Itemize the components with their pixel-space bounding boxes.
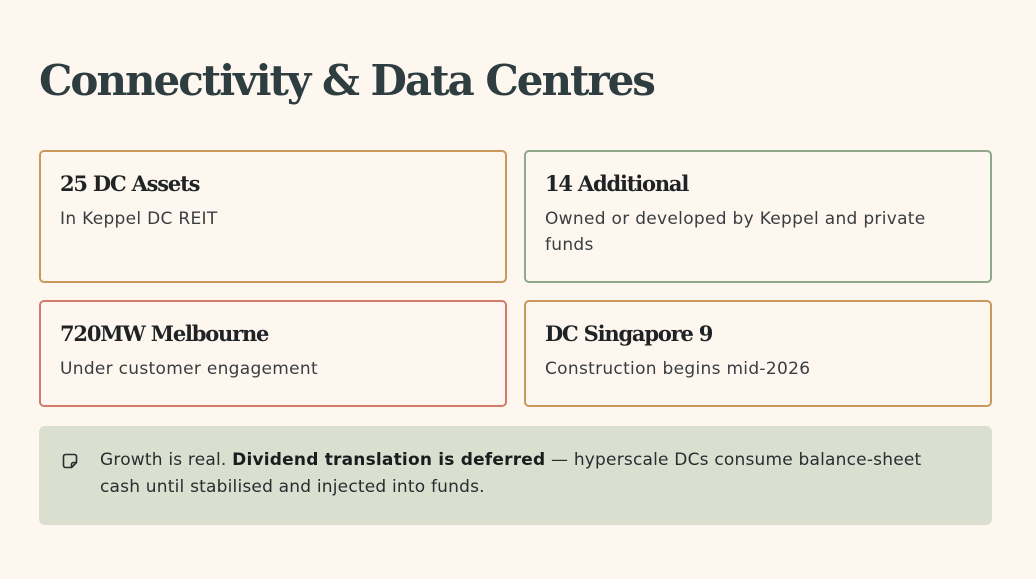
- stat-card-title: 720MW Melbourne: [60, 321, 269, 346]
- stat-card-singapore: DC Singapore 9 Construction begins mid-2…: [524, 300, 992, 407]
- stat-card-title: 14 Additional: [545, 171, 689, 196]
- page-title: Connectivity & Data Centres: [39, 56, 656, 105]
- stat-card-description: Construction begins mid-2026: [545, 359, 811, 379]
- stat-card-title: 25 DC Assets: [60, 171, 200, 196]
- note-emphasis: Dividend translation is deferred: [232, 450, 546, 470]
- stat-card-description: Under customer engagement: [60, 359, 318, 379]
- stat-card-title: DC Singapore 9: [545, 321, 713, 346]
- note-callout: Growth is real. Dividend translation is …: [39, 426, 992, 525]
- note-rest: — hyperscale DCs consume balance-sheet c…: [100, 450, 922, 497]
- stat-card-dc-assets: 25 DC Assets In Keppel DC REIT: [39, 150, 507, 283]
- stat-card-description: Owned or developed by Keppel and private…: [545, 209, 926, 255]
- stat-card-description: In Keppel DC REIT: [60, 209, 218, 229]
- note-icon: [62, 453, 78, 469]
- note-lead: Growth is real.: [100, 450, 227, 470]
- stat-card-additional: 14 Additional Owned or developed by Kepp…: [524, 150, 992, 283]
- stat-card-melbourne: 720MW Melbourne Under customer engagemen…: [39, 300, 507, 407]
- note-text: Growth is real. Dividend translation is …: [100, 447, 962, 501]
